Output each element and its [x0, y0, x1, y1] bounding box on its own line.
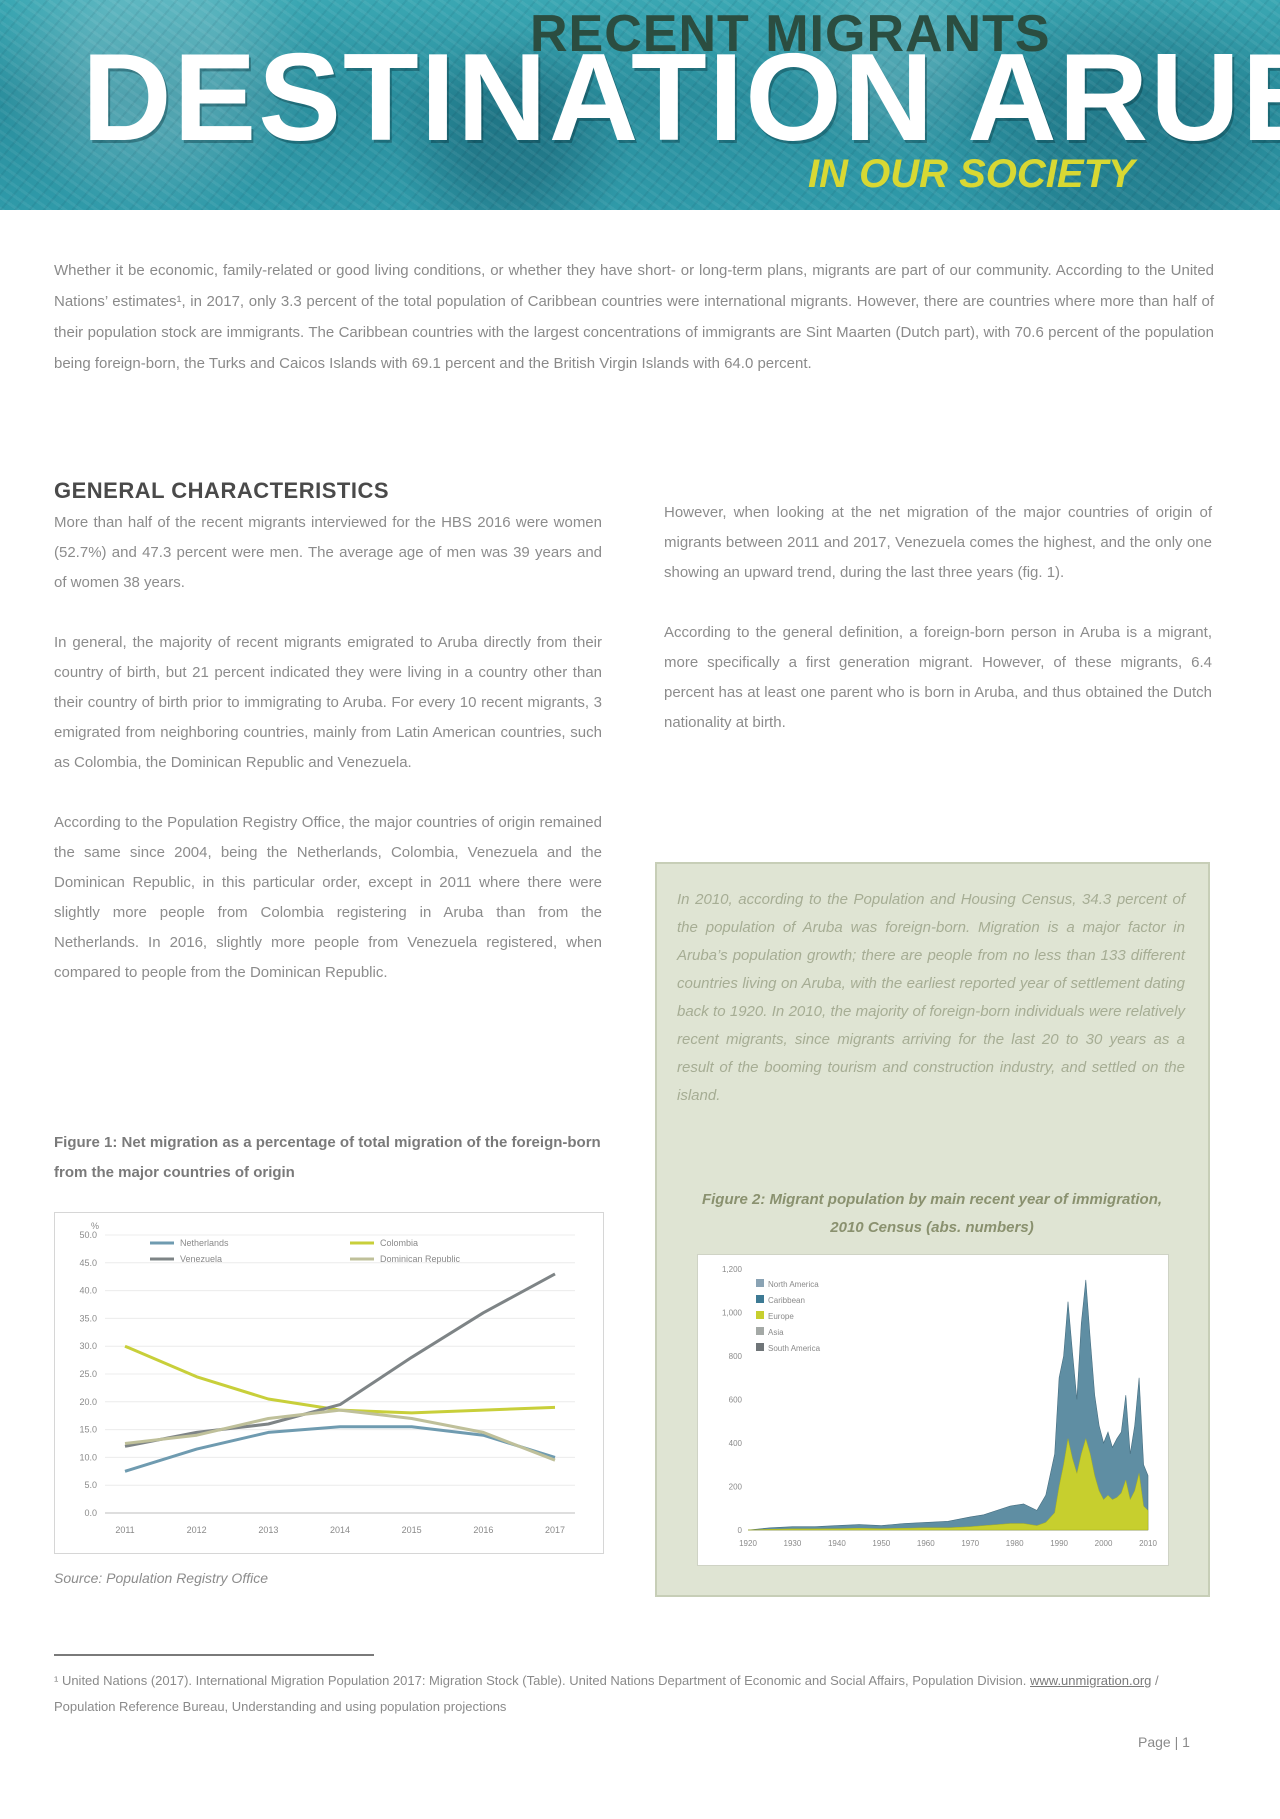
y-tick-label: 35.0	[79, 1313, 97, 1323]
y-tick-label: 25.0	[79, 1369, 97, 1379]
legend-label: Colombia	[380, 1238, 418, 1248]
footnote-text: ¹ United Nations (2017). International M…	[54, 1673, 1030, 1688]
y-tick-label: 15.0	[79, 1425, 97, 1435]
figure1-source: Source: Population Registry Office	[54, 1570, 268, 1586]
legend-label: Caribbean	[768, 1296, 805, 1305]
legend-label: North America	[768, 1280, 819, 1289]
x-tick-label: 2017	[545, 1525, 565, 1535]
y-tick-label: 0.0	[84, 1508, 97, 1518]
y-tick-label: 1,000	[722, 1309, 743, 1318]
y-tick-label: 50.0	[79, 1230, 97, 1240]
area-europe	[747, 1437, 1149, 1531]
banner-texture	[0, 0, 1280, 210]
x-tick-label: 1960	[917, 1539, 935, 1548]
x-tick-label: 2015	[402, 1525, 422, 1535]
y-tick-label: 400	[729, 1439, 743, 1448]
y-tick-label: 45.0	[79, 1258, 97, 1268]
right-column: However, when looking at the net migrati…	[664, 498, 1212, 768]
legend-swatch	[756, 1327, 764, 1335]
footnote-divider	[54, 1654, 374, 1656]
legend-swatch	[756, 1343, 764, 1351]
y-unit-label: %	[91, 1221, 99, 1231]
y-tick-label: 1,200	[722, 1265, 743, 1274]
series-line-dominican-republic	[124, 1408, 556, 1462]
x-tick-label: 2013	[258, 1525, 278, 1535]
legend-label: South America	[768, 1344, 821, 1353]
figure1-caption: Figure 1: Net migration as a percentage …	[54, 1134, 601, 1181]
y-tick-label: 600	[729, 1396, 743, 1405]
x-tick-label: 1940	[828, 1539, 846, 1548]
section-heading: GENERAL CHARACTERISTICS	[54, 478, 390, 503]
y-tick-label: 10.0	[79, 1452, 97, 1462]
header-banner: RECENT MIGRANTS DESTINATION ARUBA IN OUR…	[0, 0, 1280, 210]
body-paragraph: In general, the majority of recent migra…	[54, 634, 602, 771]
legend-swatch	[756, 1295, 764, 1303]
net-migration-line-chart: % 0.0 5.0 10.0 15.0 20.0 25.0 30.0 35.0 40.0 45.0 5…	[79, 1221, 575, 1535]
x-tick-label: 2011	[115, 1525, 134, 1535]
info-box-text: In 2010, according to the Population and…	[677, 891, 1185, 1104]
y-tick-label: 40.0	[79, 1286, 97, 1296]
figure2-caption: Figure 2: Migrant population by main rec…	[701, 1191, 1163, 1236]
x-tick-label: 1930	[784, 1539, 802, 1548]
figure1-chart: % 0.0 5.0 10.0 15.0 20.0 25.0 30.0 35.0 40.0 45.0 5…	[54, 1212, 604, 1554]
body-paragraph: More than half of the recent migrants in…	[54, 514, 602, 591]
x-tick-label: 2012	[187, 1525, 207, 1535]
x-tick-label: 1950	[872, 1539, 890, 1548]
x-tick-label: 1920	[739, 1539, 757, 1548]
legend-swatch	[756, 1311, 764, 1319]
migrant-population-area-chart: 0 200 400 600 800 1,000 1,200 1920 1930 1940 1950 1…	[722, 1265, 1157, 1548]
y-tick-label: 20.0	[79, 1397, 97, 1407]
x-tick-label: 1990	[1050, 1539, 1068, 1548]
x-tick-label: 1980	[1006, 1539, 1024, 1548]
legend-label: Europe	[768, 1312, 794, 1321]
legend-label: Dominican Republic	[380, 1254, 461, 1264]
x-tick-label: 2010	[1139, 1539, 1157, 1548]
header-kicker: RECENT MIGRANTS	[530, 5, 1051, 63]
x-tick-label: 2000	[1095, 1539, 1113, 1548]
body-paragraph: However, when looking at the net migrati…	[664, 504, 1212, 581]
left-column: More than half of the recent migrants in…	[54, 508, 602, 1018]
figure2-chart: 0 200 400 600 800 1,000 1,200 1920 1930 1940 1950 1…	[697, 1254, 1169, 1566]
legend-label: Asia	[768, 1328, 784, 1337]
footnote-text-continued: / Population Reference Bureau, Understan…	[54, 1673, 1159, 1714]
page-number: Page | 1	[1138, 1734, 1190, 1750]
y-tick-label: 30.0	[79, 1341, 97, 1351]
y-tick-label: 200	[729, 1483, 743, 1492]
body-paragraph: According to the general definition, a f…	[664, 624, 1212, 731]
header-subtitle: IN OUR SOCIETY	[808, 152, 1135, 196]
legend-label: Venezuela	[180, 1254, 222, 1264]
legend-swatch	[756, 1279, 764, 1287]
y-tick-label: 0	[738, 1526, 743, 1535]
series-line-venezuela	[124, 1272, 556, 1448]
page-title: DESTINATION ARUBA	[82, 29, 1280, 167]
x-tick-label: 1970	[961, 1539, 979, 1548]
x-tick-label: 2014	[330, 1525, 350, 1535]
intro-paragraph: Whether it be economic, family-related o…	[54, 262, 1214, 372]
x-tick-label: 2016	[473, 1525, 493, 1535]
series-line-netherlands	[124, 1425, 556, 1473]
y-tick-label: 5.0	[84, 1480, 97, 1490]
footnote: ¹ United Nations (2017). International M…	[54, 1668, 1214, 1720]
body-paragraph: According to the Population Registry Off…	[54, 814, 602, 981]
legend-label: Netherlands	[180, 1238, 229, 1248]
footnote-link[interactable]: www.unmigration.org	[1030, 1673, 1152, 1688]
y-tick-label: 800	[729, 1352, 743, 1361]
census-info-box: In 2010, according to the Population and…	[655, 862, 1210, 1597]
